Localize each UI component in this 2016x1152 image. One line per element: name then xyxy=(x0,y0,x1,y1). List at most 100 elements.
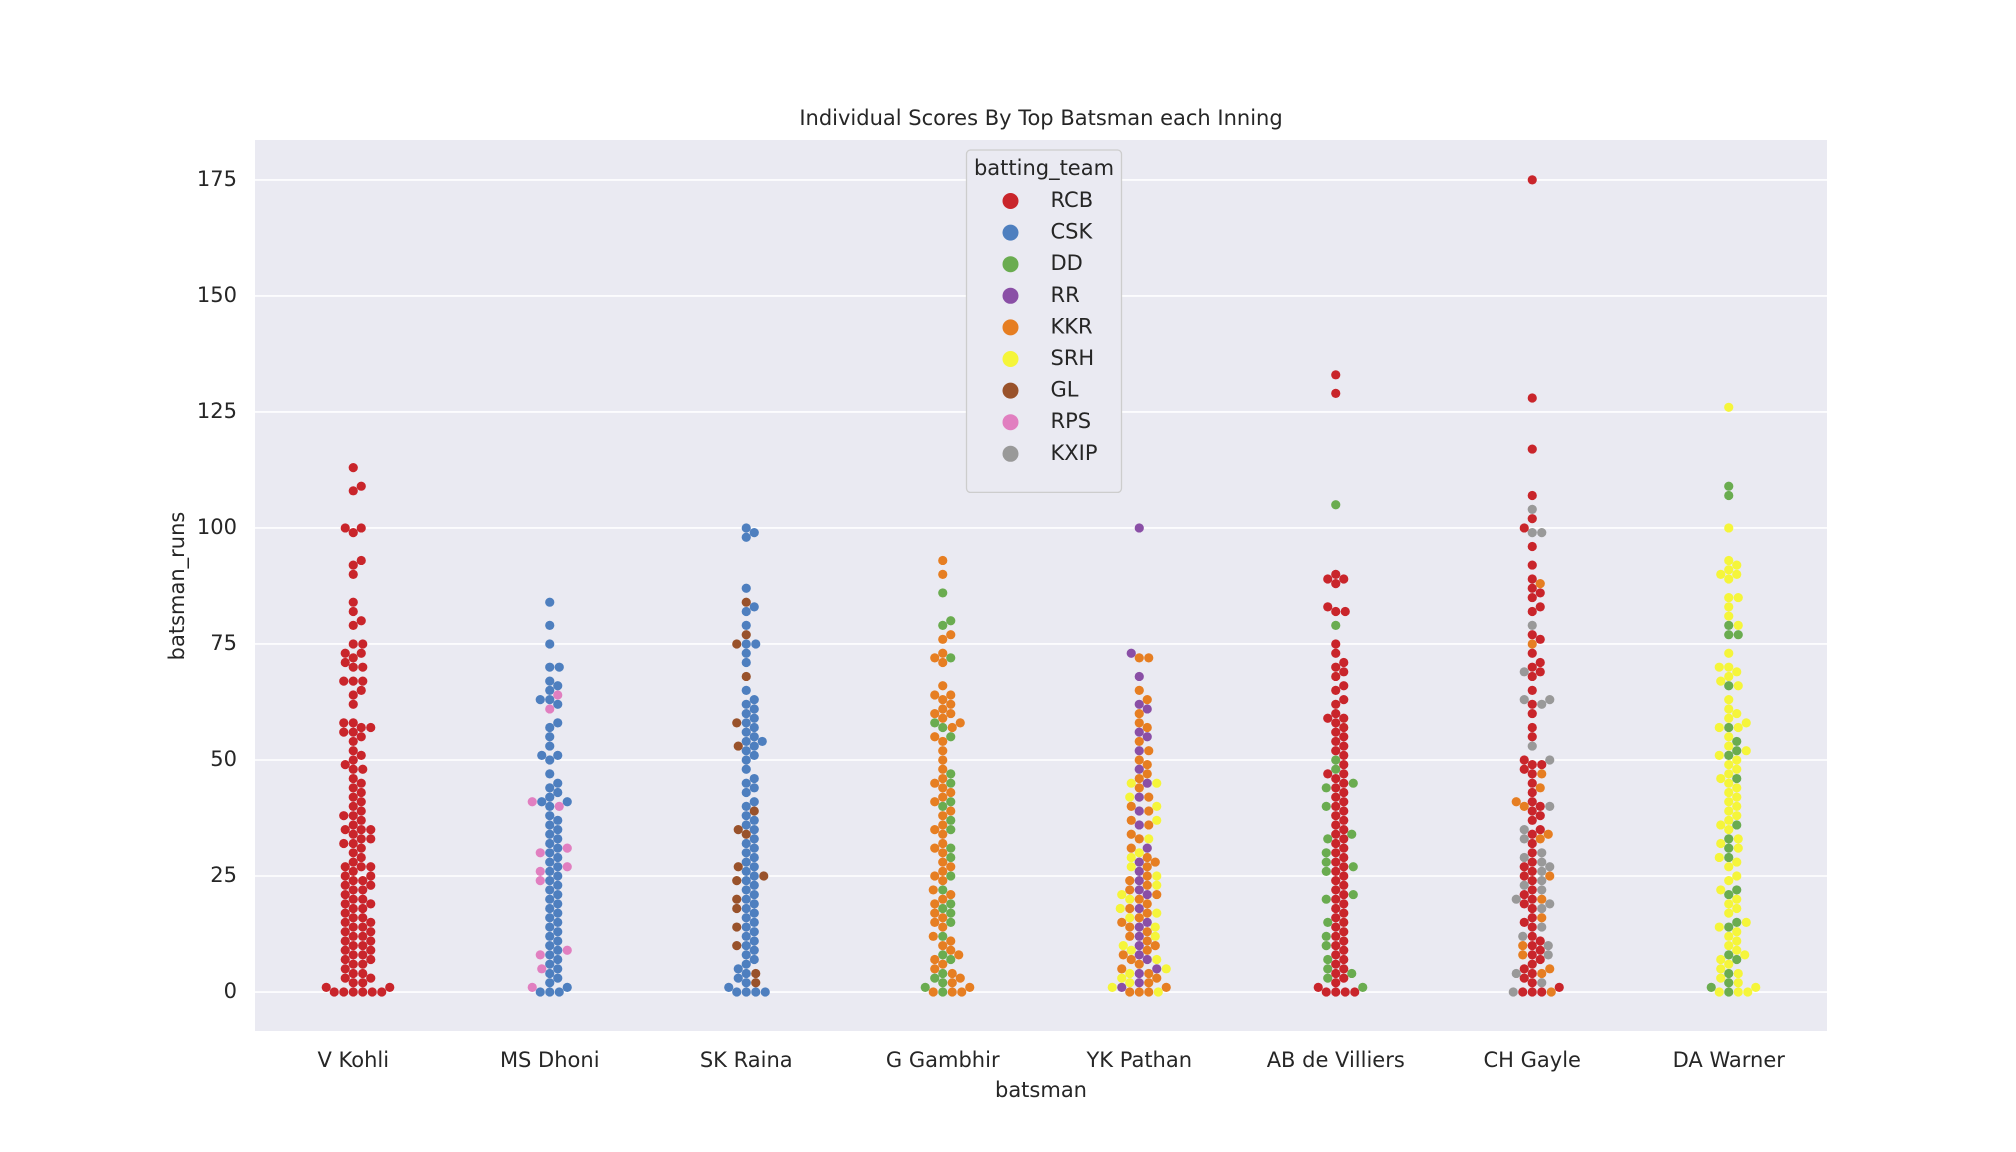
swarm-point xyxy=(938,783,948,793)
swarm-point xyxy=(741,685,751,695)
swarm-point xyxy=(1331,579,1341,589)
swarm-point xyxy=(1537,848,1547,858)
swarm-point xyxy=(1741,718,1751,728)
swarm-point xyxy=(1543,950,1553,960)
x-tick-label: CH Gayle xyxy=(1484,1048,1581,1072)
swarm-point xyxy=(1331,746,1341,756)
y-tick-label: 0 xyxy=(224,979,237,1003)
swarm-point xyxy=(553,917,563,928)
swarm-point xyxy=(1518,987,1528,997)
swarm-point xyxy=(1331,811,1341,821)
swarm-point xyxy=(1340,606,1350,617)
swarm-point xyxy=(1724,671,1734,682)
swarm-point xyxy=(321,982,331,992)
swarm-point xyxy=(545,894,555,904)
swarm-point xyxy=(741,913,751,923)
swarm-point xyxy=(1134,806,1144,816)
swarm-point xyxy=(732,894,742,904)
swarm-point xyxy=(1339,936,1349,946)
swarm-point xyxy=(1331,829,1341,839)
swarm-point xyxy=(930,824,940,835)
swarm-point xyxy=(1339,815,1349,825)
swarm-point xyxy=(749,908,759,918)
swarm-point xyxy=(1527,885,1537,895)
swarm-point xyxy=(749,880,759,890)
swarm-point xyxy=(1331,820,1341,830)
swarm-point xyxy=(1527,931,1537,941)
swarm-point xyxy=(348,876,358,886)
swarm-point xyxy=(356,685,366,695)
swarm-point xyxy=(1339,964,1349,974)
swarm-point xyxy=(1535,667,1545,677)
swarm-point xyxy=(1152,871,1162,881)
legend-label: GL xyxy=(1051,378,1079,402)
swarm-point xyxy=(1527,606,1537,617)
swarm-point xyxy=(741,606,751,617)
swarm-point xyxy=(938,620,948,631)
swarm-point xyxy=(1134,820,1144,830)
swarm-point xyxy=(545,866,555,876)
swarm-point xyxy=(733,741,743,751)
swarm-point xyxy=(938,634,948,644)
swarm-point xyxy=(1545,801,1555,811)
swarm-point xyxy=(1527,685,1537,695)
swarm-point xyxy=(1732,903,1742,914)
swarm-point xyxy=(1339,778,1349,788)
swarm-point xyxy=(562,862,572,872)
swarm-point xyxy=(1134,746,1144,756)
swarm-point xyxy=(1724,681,1734,691)
legend-label: DD xyxy=(1051,251,1083,275)
swarm-point xyxy=(1331,388,1341,398)
swarm-point xyxy=(741,894,751,904)
swarm-point xyxy=(1527,987,1537,997)
swarm-point xyxy=(356,806,366,816)
swarm-point xyxy=(1339,713,1349,723)
swarm-point xyxy=(1527,639,1537,649)
swarm-point xyxy=(1125,978,1135,988)
swarm-point xyxy=(1732,927,1742,937)
swarm-point xyxy=(1125,903,1135,914)
swarm-point xyxy=(1519,852,1529,863)
swarm-point xyxy=(340,871,350,881)
swarm-point xyxy=(1724,704,1734,714)
swarm-point xyxy=(553,824,563,835)
swarm-point xyxy=(1724,959,1734,969)
legend-title: batting_team xyxy=(974,156,1114,181)
swarm-point xyxy=(1134,783,1144,793)
swarm-point xyxy=(1144,792,1154,802)
swarm-point xyxy=(955,718,965,728)
swarm-point xyxy=(749,797,759,807)
swarm-point xyxy=(1125,987,1135,997)
swarm-point xyxy=(1142,871,1152,881)
swarm-point xyxy=(1125,913,1135,923)
swarm-point xyxy=(1714,922,1724,932)
swarm-point xyxy=(741,857,751,867)
swarm-point xyxy=(1527,541,1537,552)
swarm-point xyxy=(340,964,350,974)
swarm-point xyxy=(1716,820,1726,830)
swarm-point xyxy=(1142,704,1152,714)
swarm-point xyxy=(1519,964,1529,974)
swarm-point xyxy=(348,662,358,672)
swarm-point xyxy=(348,736,358,747)
swarm-point xyxy=(366,945,376,955)
swarm-point xyxy=(1152,973,1162,983)
swarm-point xyxy=(340,862,350,872)
swarm-point xyxy=(741,708,751,719)
swarm-point xyxy=(1350,987,1360,997)
swarm-point xyxy=(1519,834,1529,844)
swarm-point xyxy=(348,950,358,960)
swarm-point xyxy=(759,871,769,881)
swarm-point xyxy=(1519,973,1529,983)
swarm-point xyxy=(1339,917,1349,928)
swarm-point xyxy=(1724,769,1734,779)
swarm-point xyxy=(1331,639,1341,649)
swarm-point xyxy=(1535,954,1545,965)
swarm-point xyxy=(1134,671,1144,682)
swarm-point xyxy=(938,746,948,756)
swarm-point xyxy=(1527,815,1537,825)
swarm-point xyxy=(358,639,368,649)
swarm-point xyxy=(1732,755,1742,765)
swarm-point xyxy=(1537,699,1547,709)
swarm-point xyxy=(553,852,563,863)
